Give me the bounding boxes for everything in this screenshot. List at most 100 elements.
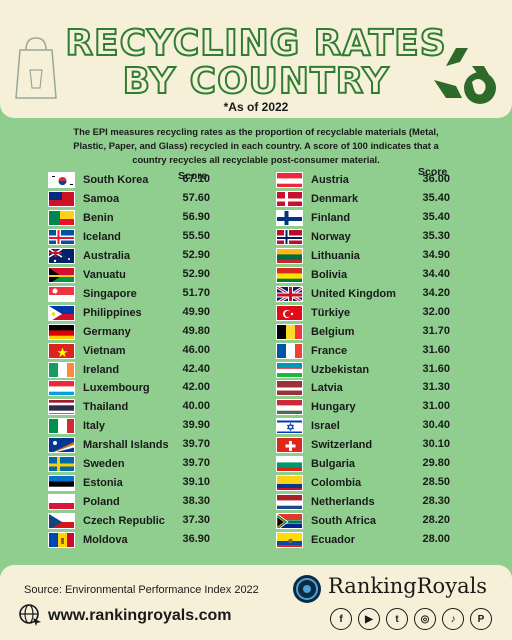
flag-australia-icon bbox=[48, 247, 75, 264]
youtube-icon[interactable]: ▶ bbox=[358, 608, 380, 630]
flag-denmark-icon bbox=[276, 190, 303, 207]
flag-bulgaria-icon bbox=[276, 456, 303, 473]
flag-luxembourg-icon bbox=[48, 380, 75, 397]
table-row: Italy bbox=[48, 417, 105, 435]
score-value: 30.40 bbox=[422, 419, 450, 432]
score-value: 36.90 bbox=[182, 533, 210, 546]
flag-benin-icon bbox=[48, 209, 75, 226]
country-name: Latvia bbox=[311, 382, 343, 395]
table-row: Samoa bbox=[48, 190, 119, 208]
flag-united-kingdom-icon bbox=[276, 285, 303, 302]
website-link[interactable]: www.rankingroyals.com bbox=[48, 607, 232, 624]
country-name: Estonia bbox=[83, 477, 123, 490]
country-name: Thailand bbox=[83, 401, 129, 414]
pinterest-icon[interactable]: P bbox=[470, 608, 492, 630]
flag-south-africa-icon bbox=[276, 513, 303, 530]
table-row: Luxembourg bbox=[48, 379, 150, 397]
table-row: Hungary bbox=[276, 398, 356, 416]
country-name: South Korea bbox=[83, 174, 149, 186]
country-name: Türkiye bbox=[311, 306, 351, 319]
table-row: Marshall Islands bbox=[48, 436, 169, 454]
table-row: Czech Republic bbox=[48, 512, 165, 530]
country-name: Luxembourg bbox=[83, 382, 150, 395]
flag-hungary-icon bbox=[276, 399, 303, 416]
flag-austria-icon bbox=[276, 172, 303, 188]
instagram-icon[interactable]: ◎ bbox=[414, 608, 436, 630]
flag-italy-icon bbox=[48, 418, 75, 435]
flag-czech-republic-icon bbox=[48, 513, 75, 530]
table-row: Denmark bbox=[276, 190, 358, 208]
table-row: Austria bbox=[276, 171, 349, 189]
source-text: Source: Environmental Performance Index … bbox=[24, 584, 259, 596]
table-row: South Korea bbox=[48, 171, 148, 189]
table-row: Germany bbox=[48, 323, 131, 341]
flag-israel-icon bbox=[276, 418, 303, 435]
flag-netherlands-icon bbox=[276, 494, 303, 511]
score-value: 28.30 bbox=[422, 495, 450, 508]
score-value: 40.00 bbox=[182, 400, 210, 413]
score-value: 31.00 bbox=[422, 400, 450, 413]
recycling-globe-icon bbox=[434, 48, 496, 104]
flag-singapore-icon bbox=[48, 285, 75, 302]
table-row: Estonia bbox=[48, 474, 123, 492]
country-name: Netherlands bbox=[311, 496, 375, 509]
table-row: Ireland bbox=[48, 361, 119, 379]
flag-estonia-icon bbox=[48, 475, 75, 492]
table-row: Thailand bbox=[48, 398, 128, 416]
score-value: 56.90 bbox=[182, 210, 210, 223]
score-value: 49.90 bbox=[182, 305, 210, 318]
score-value: 42.00 bbox=[182, 381, 210, 394]
flag-vietnam-icon bbox=[48, 342, 75, 359]
flag-latvia-icon bbox=[276, 380, 303, 397]
country-name: Vietnam bbox=[83, 344, 126, 357]
country-name: Bulgaria bbox=[311, 458, 356, 471]
score-value: 42.40 bbox=[182, 362, 210, 375]
country-name: Czech Republic bbox=[83, 515, 165, 528]
country-name: France bbox=[311, 344, 348, 357]
flag-vanuatu-icon bbox=[48, 266, 75, 283]
country-name: Finland bbox=[311, 211, 351, 224]
country-name: Poland bbox=[83, 496, 120, 509]
tiktok-icon[interactable]: ♪ bbox=[442, 608, 464, 630]
score-header-left: Score bbox=[178, 170, 208, 182]
country-name: Switzerland bbox=[311, 439, 373, 452]
score-value: 39.90 bbox=[182, 419, 210, 432]
country-name: Marshall Islands bbox=[83, 439, 169, 452]
country-name: Denmark bbox=[311, 192, 359, 205]
flag-iceland-icon bbox=[48, 228, 75, 245]
brand-logo bbox=[293, 575, 321, 603]
flag-colombia-icon bbox=[276, 475, 303, 492]
score-value: 32.00 bbox=[422, 305, 450, 318]
country-name: Belgium bbox=[311, 325, 355, 338]
twitter-icon[interactable]: t bbox=[386, 608, 408, 630]
score-value: 34.90 bbox=[422, 248, 450, 261]
facebook-icon[interactable]: f bbox=[330, 608, 352, 630]
score-value: 35.40 bbox=[422, 191, 450, 204]
flag-belgium-icon bbox=[276, 323, 303, 340]
table-row: Philippines bbox=[48, 304, 142, 322]
page-title-line1: RECYCLING RATES bbox=[64, 23, 447, 64]
table-row: Finland bbox=[276, 209, 350, 227]
score-value: 55.50 bbox=[182, 229, 210, 242]
country-name: Ecuador bbox=[311, 534, 356, 547]
country-name: Germany bbox=[83, 325, 131, 338]
flag-bolivia-icon bbox=[276, 266, 303, 283]
flag-samoa-icon bbox=[48, 190, 75, 207]
country-name: Vanuatu bbox=[83, 268, 126, 281]
country-name: Lithuania bbox=[311, 249, 360, 262]
table-row: Ecuador bbox=[276, 531, 355, 549]
score-value: 29.80 bbox=[422, 457, 450, 470]
table-row: Switzerland bbox=[276, 436, 372, 454]
score-value: 31.60 bbox=[422, 362, 450, 375]
table-row: France bbox=[276, 342, 347, 360]
score-value: 49.80 bbox=[182, 324, 210, 337]
country-name: Moldova bbox=[83, 534, 128, 547]
table-row: Uzbekistan bbox=[276, 361, 369, 379]
table-row: Bulgaria bbox=[276, 455, 355, 473]
table-row: Singapore bbox=[48, 285, 137, 303]
score-value: 39.10 bbox=[182, 476, 210, 489]
country-name: Norway bbox=[311, 230, 351, 243]
score-header-right: Score bbox=[418, 166, 448, 178]
country-name: Samoa bbox=[83, 192, 120, 205]
score-value: 37.30 bbox=[182, 514, 210, 527]
